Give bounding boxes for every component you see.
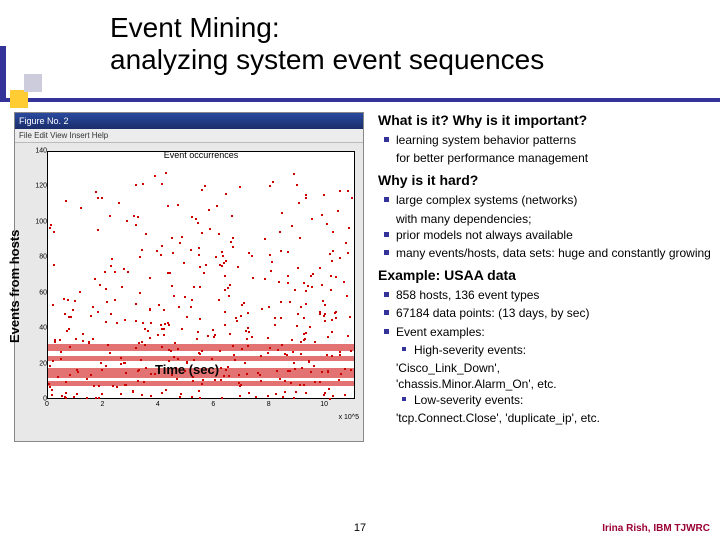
matlab-figure-window: Figure No. 2 File Edit View Insert Help … bbox=[14, 112, 364, 442]
title-line-2: analyzing system event sequences bbox=[110, 44, 544, 75]
list-continuation: 'Cisco_Link_Down', bbox=[382, 360, 716, 376]
section-list-3: 858 hosts, 136 event types 67184 data poi… bbox=[382, 287, 716, 427]
title-line-1: Event Mining: bbox=[110, 12, 280, 43]
slide-title: Event Mining: analyzing system event seq… bbox=[110, 12, 690, 76]
list-item: Low-severity events: bbox=[400, 392, 716, 408]
accent-bar bbox=[0, 98, 720, 102]
list-continuation: 'tcp.Connect.Close', 'duplicate_ip', etc… bbox=[382, 410, 716, 426]
section-list-2: large complex systems (networks) with ma… bbox=[382, 192, 716, 261]
section-heading-3: Example: USAA data bbox=[378, 267, 716, 283]
x-axis-exponent: x 10^5 bbox=[339, 414, 359, 421]
list-item: Event examples: bbox=[382, 324, 716, 340]
x-axis-ticks: 0246810 bbox=[47, 401, 355, 411]
list-item: many events/hosts, data sets: huge and c… bbox=[382, 245, 716, 261]
figure-titlebar: Figure No. 2 bbox=[15, 113, 363, 129]
list-item: large complex systems (networks) bbox=[382, 192, 716, 208]
y-axis-ticks: 140120100806040200 bbox=[33, 151, 47, 399]
y-axis-label: Events from hosts bbox=[7, 230, 22, 343]
accent-square-grey bbox=[24, 74, 42, 92]
list-continuation: 'chassis.Minor.Alarm_On', etc. bbox=[382, 376, 716, 392]
author-footer: Irina Rish, IBM TJWRC bbox=[602, 523, 710, 534]
list-item: High-severity events: bbox=[400, 342, 716, 358]
section-list-1: learning system behavior patterns for bet… bbox=[382, 132, 716, 166]
list-continuation: for better performance management bbox=[382, 150, 716, 166]
accent-square-yellow bbox=[10, 90, 28, 108]
content-column: What is it? Why is it important? learnin… bbox=[378, 106, 716, 427]
page-number: 17 bbox=[354, 522, 366, 534]
list-item: 67184 data points: (13 days, by sec) bbox=[382, 305, 716, 321]
figure-menubar: File Edit View Insert Help bbox=[15, 129, 363, 143]
list-item: 858 hosts, 136 event types bbox=[382, 287, 716, 303]
list-item: learning system behavior patterns bbox=[382, 132, 716, 148]
list-item: prior models not always available bbox=[382, 227, 716, 243]
section-heading-2: Why is it hard? bbox=[378, 172, 716, 188]
list-continuation: with many dependencies; bbox=[382, 211, 716, 227]
x-axis-label: Time (sec) bbox=[155, 362, 219, 377]
section-heading-1: What is it? Why is it important? bbox=[378, 112, 716, 128]
